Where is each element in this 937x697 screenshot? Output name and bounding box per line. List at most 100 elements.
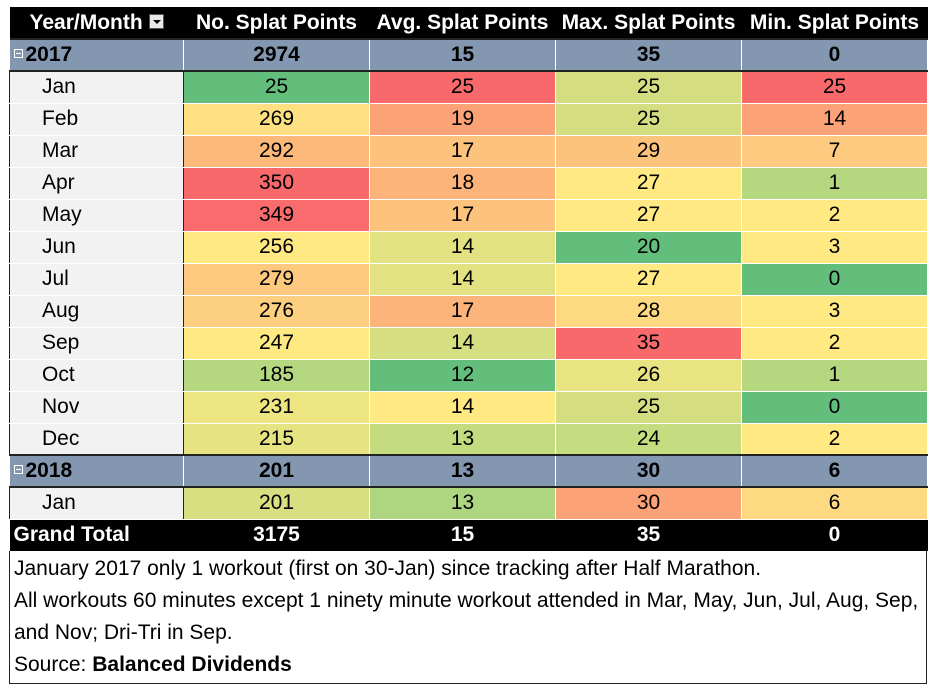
header-year-month: Year/Month — [9, 7, 184, 39]
value-cell: 27 — [555, 263, 742, 296]
value-cell: 25 — [741, 71, 928, 104]
table-row: Jan 25 25 25 25 — [9, 71, 928, 104]
value-cell: 35 — [555, 327, 742, 360]
grand-total-cell: 3175 — [183, 519, 370, 551]
value-cell: 24 — [555, 423, 742, 456]
table-row: May 349 17 27 2 — [9, 199, 928, 232]
month-label: Nov — [9, 391, 184, 424]
value-cell: 350 — [183, 167, 370, 200]
month-label: Sep — [9, 327, 184, 360]
month-label: Aug — [9, 295, 184, 328]
table-row: Oct 185 12 26 1 — [9, 359, 928, 392]
year-total-cell: 13 — [369, 454, 556, 488]
month-label: Jun — [9, 231, 184, 264]
note-line-2: All workouts 60 minutes except 1 ninety … — [14, 589, 919, 644]
value-cell: 14 — [369, 391, 556, 424]
year-row: 2018 201 13 30 6 — [9, 454, 928, 488]
year-label[interactable]: 2018 — [9, 454, 184, 488]
month-label: Oct — [9, 359, 184, 392]
collapse-icon[interactable] — [13, 48, 23, 58]
table-row: Jun 256 14 20 3 — [9, 231, 928, 264]
value-cell: 20 — [555, 231, 742, 264]
table-row: Dec 215 13 24 2 — [9, 423, 928, 456]
value-cell: 27 — [555, 199, 742, 232]
month-label: Dec — [9, 423, 184, 456]
value-cell: 25 — [183, 71, 370, 104]
grand-total-cell: 0 — [741, 519, 928, 551]
month-label: Apr — [9, 167, 184, 200]
month-label: May — [9, 199, 184, 232]
year-label[interactable]: 2017 — [9, 38, 184, 72]
table-row: Sep 247 14 35 2 — [9, 327, 928, 360]
value-cell: 3 — [741, 231, 928, 264]
value-cell: 269 — [183, 103, 370, 136]
year-total-cell: 35 — [555, 38, 742, 72]
table-row: Aug 276 17 28 3 — [9, 295, 928, 328]
value-cell: 292 — [183, 135, 370, 168]
value-cell: 6 — [741, 487, 928, 520]
value-cell: 279 — [183, 263, 370, 296]
value-cell: 17 — [369, 295, 556, 328]
value-cell: 349 — [183, 199, 370, 232]
year-row: 2017 2974 15 35 0 — [9, 38, 928, 72]
value-cell: 0 — [741, 391, 928, 424]
table-row: Nov 231 14 25 0 — [9, 391, 928, 424]
value-cell: 12 — [369, 359, 556, 392]
value-cell: 0 — [741, 263, 928, 296]
value-cell: 256 — [183, 231, 370, 264]
header-min-splat-points: Min. Splat Points — [741, 7, 928, 39]
table-row: Feb 269 19 25 14 — [9, 103, 928, 136]
year-total-cell: 0 — [741, 38, 928, 72]
table-row: Jan 201 13 30 6 — [9, 487, 928, 520]
value-cell: 17 — [369, 199, 556, 232]
pivot-table-container: Year/Month No. Splat Points Avg. Splat P… — [9, 7, 928, 684]
value-cell: 25 — [555, 71, 742, 104]
value-cell: 201 — [183, 487, 370, 520]
year-total-cell: 15 — [369, 38, 556, 72]
pivot-table: Year/Month No. Splat Points Avg. Splat P… — [9, 7, 928, 551]
table-body: 2017 2974 15 35 0 Jan 25 25 25 25 Feb 269 19 25 14 Mar 2… — [9, 38, 928, 551]
value-cell: 247 — [183, 327, 370, 360]
value-cell: 14 — [369, 327, 556, 360]
collapse-icon[interactable] — [13, 464, 23, 474]
year-total-cell: 2974 — [183, 38, 370, 72]
value-cell: 2 — [741, 327, 928, 360]
value-cell: 1 — [741, 359, 928, 392]
value-cell: 2 — [741, 199, 928, 232]
note-line-1: January 2017 only 1 workout (first on 30… — [14, 557, 762, 580]
header-avg-splat-points: Avg. Splat Points — [369, 7, 556, 39]
value-cell: 7 — [741, 135, 928, 168]
header-max-splat-points: Max. Splat Points — [555, 7, 742, 39]
grand-total-cell: 35 — [555, 519, 742, 551]
notes-box: January 2017 only 1 workout (first on 30… — [9, 551, 927, 684]
value-cell: 13 — [369, 487, 556, 520]
month-label: Mar — [9, 135, 184, 168]
header-no-splat-points: No. Splat Points — [183, 7, 370, 39]
value-cell: 215 — [183, 423, 370, 456]
filter-dropdown-icon[interactable] — [148, 14, 164, 30]
value-cell: 25 — [555, 391, 742, 424]
value-cell: 14 — [369, 231, 556, 264]
grand-total-cell: 15 — [369, 519, 556, 551]
value-cell: 276 — [183, 295, 370, 328]
table-row: Mar 292 17 29 7 — [9, 135, 928, 168]
source-name: Balanced Dividends — [92, 653, 292, 676]
value-cell: 17 — [369, 135, 556, 168]
source-line: Source: Balanced Dividends — [14, 649, 922, 681]
value-cell: 28 — [555, 295, 742, 328]
value-cell: 1 — [741, 167, 928, 200]
value-cell: 26 — [555, 359, 742, 392]
value-cell: 13 — [369, 423, 556, 456]
table-row: Apr 350 18 27 1 — [9, 167, 928, 200]
value-cell: 29 — [555, 135, 742, 168]
month-label: Jul — [9, 263, 184, 296]
value-cell: 27 — [555, 167, 742, 200]
month-label: Jan — [9, 487, 184, 520]
value-cell: 14 — [741, 103, 928, 136]
header-row: Year/Month No. Splat Points Avg. Splat P… — [9, 7, 928, 39]
value-cell: 25 — [555, 103, 742, 136]
value-cell: 185 — [183, 359, 370, 392]
value-cell: 14 — [369, 263, 556, 296]
source-label: Source: — [14, 653, 93, 676]
year-total-cell: 30 — [555, 454, 742, 488]
